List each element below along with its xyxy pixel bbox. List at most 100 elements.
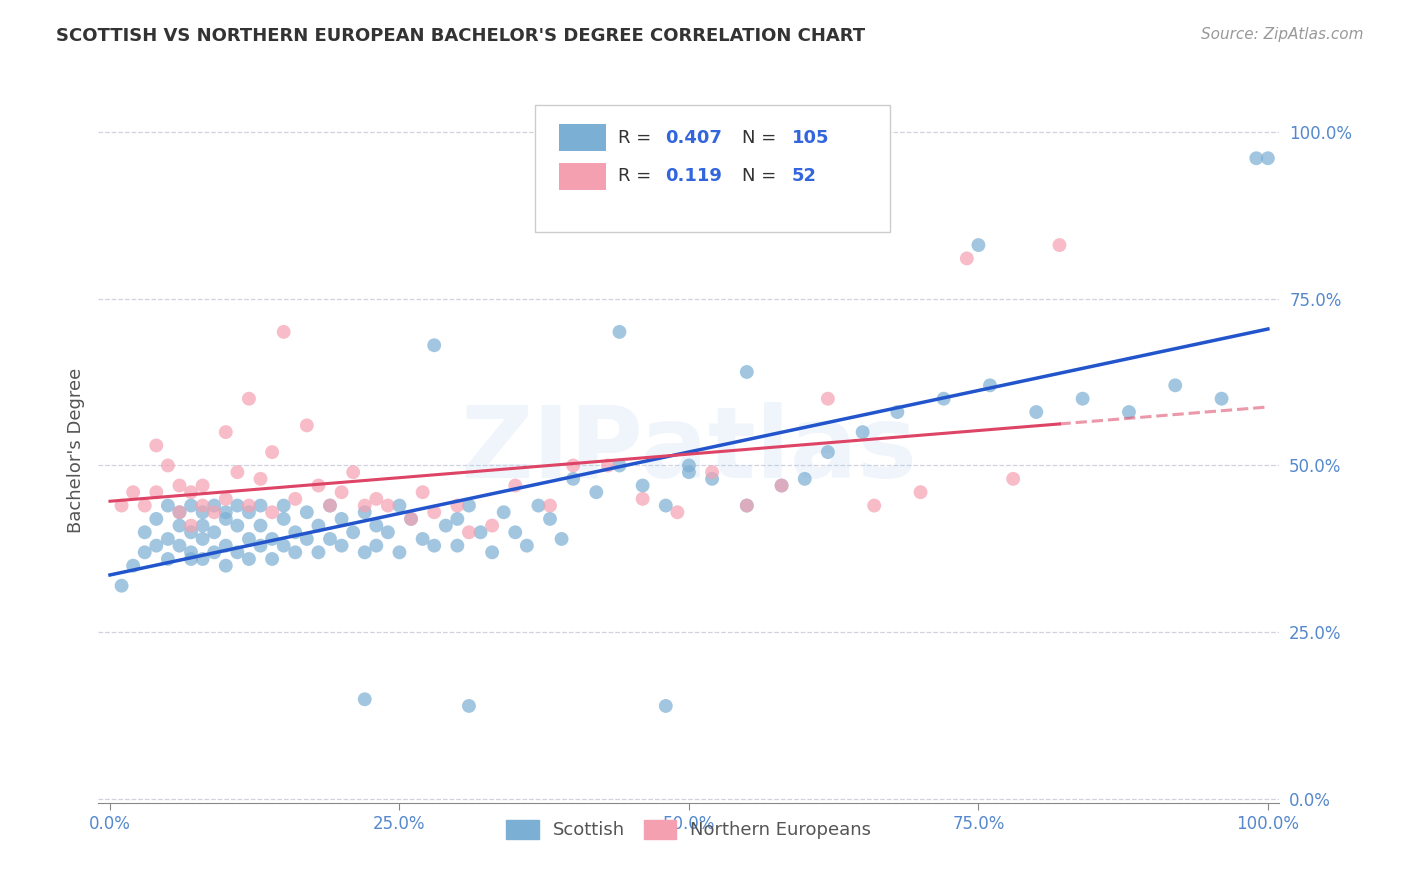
Point [342, 465, 364, 479]
Point [1257, 151, 1279, 165]
Point [145, 539, 167, 553]
Point [134, 499, 156, 513]
Point [215, 491, 238, 506]
Point [817, 392, 839, 406]
Point [1025, 405, 1047, 419]
Point [481, 545, 503, 559]
Point [932, 392, 955, 406]
Point [202, 545, 225, 559]
Point [156, 458, 179, 473]
Point [156, 552, 179, 566]
Point [886, 405, 908, 419]
Point [238, 532, 260, 546]
Point [249, 499, 271, 513]
Point [956, 252, 979, 266]
Point [134, 545, 156, 559]
Point [388, 545, 411, 559]
Point [307, 518, 329, 533]
Point [215, 512, 238, 526]
Point [249, 472, 271, 486]
Point [169, 505, 191, 519]
Point [412, 532, 434, 546]
Point [122, 485, 145, 500]
Point [262, 552, 284, 566]
Point [191, 478, 214, 492]
Point [191, 518, 214, 533]
Point [273, 499, 295, 513]
Point [538, 512, 561, 526]
Point [330, 512, 353, 526]
Point [202, 505, 225, 519]
Point [238, 552, 260, 566]
Point [319, 499, 342, 513]
Point [817, 445, 839, 459]
Point [562, 472, 585, 486]
Point [596, 458, 619, 473]
Point [458, 698, 481, 713]
FancyBboxPatch shape [560, 163, 606, 190]
Point [284, 525, 307, 540]
Point [295, 505, 318, 519]
Point [353, 499, 375, 513]
Point [169, 518, 191, 533]
Text: Source: ZipAtlas.com: Source: ZipAtlas.com [1201, 27, 1364, 42]
Point [169, 539, 191, 553]
Point [1071, 392, 1094, 406]
Point [249, 539, 271, 553]
Text: N =: N = [742, 128, 782, 146]
Text: ZIPatlas: ZIPatlas [461, 402, 917, 499]
Point [399, 512, 422, 526]
Point [678, 465, 700, 479]
Point [215, 539, 238, 553]
Point [191, 532, 214, 546]
Point [145, 438, 167, 452]
Point [169, 478, 191, 492]
Point [770, 478, 793, 492]
Point [470, 525, 492, 540]
Point [458, 525, 481, 540]
Point [377, 499, 399, 513]
Point [910, 485, 932, 500]
Point [226, 518, 249, 533]
Point [215, 505, 238, 519]
Point [110, 579, 132, 593]
Point [353, 692, 375, 706]
Point [353, 545, 375, 559]
Text: R =: R = [619, 128, 657, 146]
Point [631, 478, 654, 492]
Text: N =: N = [742, 167, 782, 185]
Point [238, 505, 260, 519]
Point [735, 499, 758, 513]
Point [330, 485, 353, 500]
Text: R =: R = [619, 167, 657, 185]
Point [377, 525, 399, 540]
Point [226, 545, 249, 559]
Point [180, 525, 202, 540]
Point [538, 499, 561, 513]
Point [516, 539, 538, 553]
Point [342, 525, 364, 540]
Point [527, 499, 550, 513]
Point [735, 365, 758, 379]
Point [238, 392, 260, 406]
Point [319, 532, 342, 546]
Point [503, 478, 526, 492]
Point [249, 518, 271, 533]
Text: 105: 105 [792, 128, 830, 146]
Point [434, 518, 457, 533]
Point [215, 425, 238, 439]
Point [458, 499, 481, 513]
Point [481, 518, 503, 533]
Legend: Scottish, Northern Europeans: Scottish, Northern Europeans [499, 813, 879, 847]
Point [191, 499, 214, 513]
Point [180, 485, 202, 500]
Point [366, 539, 388, 553]
Point [319, 499, 342, 513]
Point [399, 512, 422, 526]
Point [180, 545, 202, 559]
Point [423, 539, 446, 553]
Point [226, 499, 249, 513]
Point [215, 558, 238, 573]
Point [492, 505, 515, 519]
Point [631, 491, 654, 506]
